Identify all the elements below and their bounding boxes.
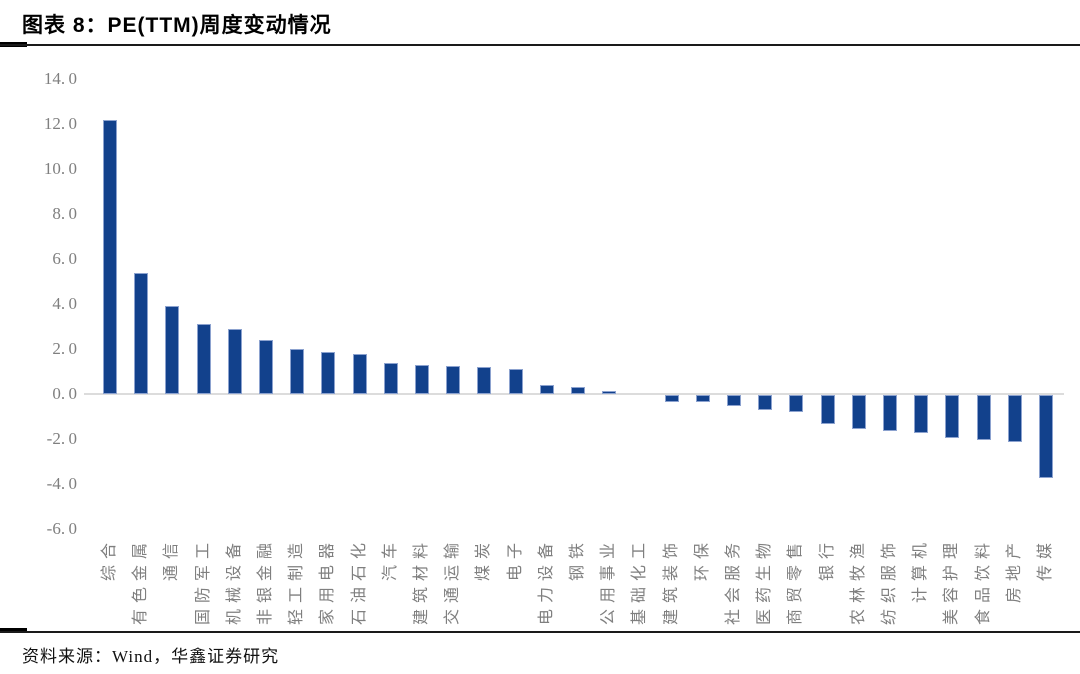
- bar: [259, 340, 273, 394]
- y-axis-tick: 6. 0: [52, 249, 77, 268]
- bar: [695, 395, 710, 402]
- bar: [1007, 395, 1022, 443]
- x-axis-label: 公用事业: [600, 537, 618, 626]
- figure-caption: 图表 8：PE(TTM)周度变动情况: [22, 14, 332, 37]
- x-axis-label: 国防军工: [194, 537, 212, 626]
- bar: [976, 395, 991, 440]
- y-axis-tick: 10. 0: [43, 159, 77, 178]
- bar: [446, 365, 461, 394]
- x-axis-label: 石油石化: [350, 537, 368, 626]
- bar: [227, 328, 242, 394]
- x-axis-label: 综合: [101, 537, 118, 582]
- x-axis-label: 煤炭: [475, 537, 493, 582]
- x-axis-label: 计算机: [912, 537, 930, 604]
- y-axis-tick: -6. 0: [46, 519, 77, 538]
- bar: [851, 395, 866, 429]
- x-axis-line: [84, 393, 1064, 395]
- x-axis-label: 纺织服饰: [881, 537, 898, 626]
- x-axis-label: 食品饮料: [974, 537, 992, 626]
- y-axis-tick: 14. 0: [43, 69, 77, 88]
- x-axis-label: 家用电器: [319, 537, 337, 626]
- bar: [758, 395, 773, 410]
- x-axis-label: 电力设备: [537, 537, 555, 626]
- x-axis-label: 建筑材料: [413, 537, 430, 626]
- x-axis-label: 有色金属: [132, 537, 150, 626]
- x-axis-label: 商贸零售: [787, 537, 805, 626]
- bar: [914, 395, 929, 434]
- bar: [602, 390, 617, 394]
- x-axis-label: 银行: [818, 537, 836, 582]
- caption-rule: [0, 44, 1080, 46]
- x-axis-label: 基础化工: [631, 537, 649, 626]
- x-axis-label: 电子: [506, 537, 524, 582]
- x-axis-label: 医药生物: [756, 537, 774, 626]
- x-axis-label: 通信: [163, 537, 181, 582]
- y-axis-tick: 12. 0: [43, 114, 77, 133]
- x-axis-label: 建筑装饰: [662, 537, 680, 626]
- x-axis-label: 非银金融: [257, 537, 274, 626]
- bar: [539, 385, 554, 394]
- x-axis-label: 轻工制造: [288, 537, 306, 626]
- bar: [352, 353, 367, 394]
- bar: [1039, 395, 1053, 479]
- x-axis-label: 环保: [693, 537, 711, 582]
- footer-rule: [0, 631, 1080, 633]
- x-axis-label: 房地产: [1005, 537, 1023, 604]
- bar: [103, 119, 117, 394]
- x-axis-label: 社会服务: [725, 537, 742, 626]
- footer-rule-tab: [0, 628, 27, 633]
- x-axis-label: 传媒: [1037, 537, 1054, 582]
- y-axis-tick: -2. 0: [46, 429, 77, 448]
- bar: [196, 324, 211, 394]
- bar: [883, 395, 897, 431]
- bar: [321, 352, 336, 394]
- y-axis-tick: 8. 0: [52, 204, 77, 223]
- bar: [789, 395, 804, 412]
- bar: [664, 395, 679, 402]
- bar: [571, 387, 585, 394]
- bar: [415, 364, 429, 394]
- bar: [820, 395, 835, 425]
- source-note: 资料来源：Wind，华鑫证券研究: [22, 647, 280, 666]
- x-axis-label: 美容护理: [943, 537, 961, 626]
- bar: [165, 306, 180, 394]
- bar: [727, 395, 741, 407]
- y-axis-tick: -4. 0: [46, 474, 77, 493]
- y-axis-tick: 2. 0: [52, 339, 77, 358]
- x-axis-label: 机械设备: [225, 537, 243, 626]
- y-axis-tick: 4. 0: [52, 294, 77, 313]
- bar: [383, 362, 398, 394]
- pe-ttm-bar-chart: 14. 0 12. 0 10. 0 8. 0 6. 0 4. 0 2. 0 0. 0 -2. 0…: [0, 46, 1080, 631]
- bar: [290, 349, 305, 394]
- bar: [508, 369, 523, 394]
- bar: [477, 367, 492, 394]
- bar: [134, 272, 149, 394]
- y-axis-tick: 0. 0: [52, 384, 77, 403]
- x-axis-label: 汽车: [381, 537, 399, 582]
- x-axis-label: 交通运输: [444, 537, 462, 626]
- x-axis-label: 钢铁: [569, 537, 586, 582]
- bar: [945, 395, 960, 438]
- x-axis-label: 农林牧渔: [849, 537, 867, 626]
